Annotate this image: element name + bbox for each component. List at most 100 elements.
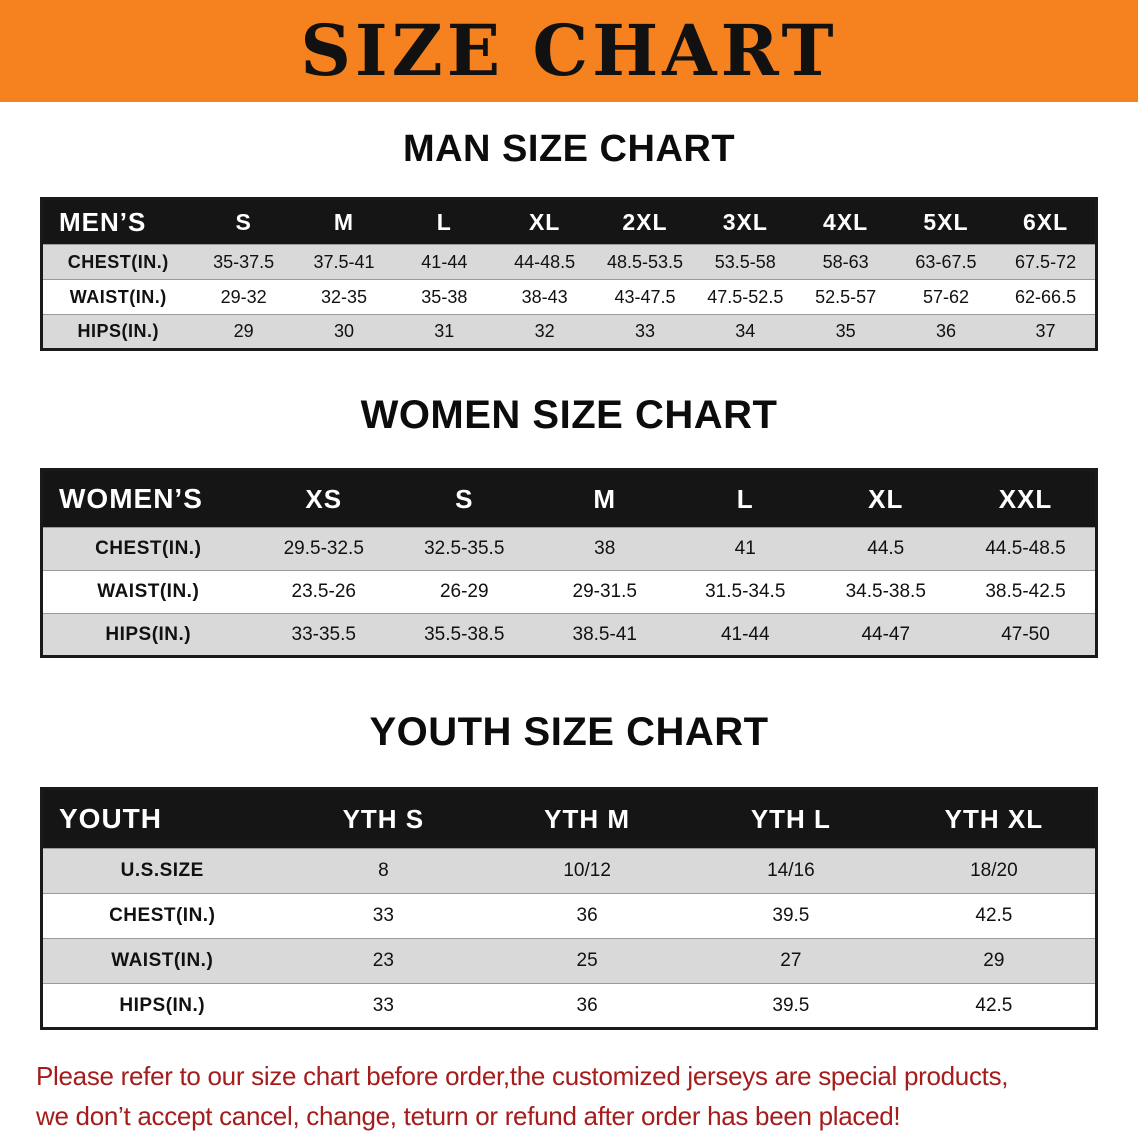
table-row: WAIST(IN.) 23 25 27 29 bbox=[41, 938, 1097, 984]
disclaimer: Please refer to our size chart before or… bbox=[0, 1056, 1138, 1137]
measurement-label: WAIST(IN.) bbox=[41, 279, 194, 315]
youth-size-chart-section: YOUTH SIZE CHART YOUTH YTH S YTH M YTH L YTH… bbox=[0, 710, 1138, 1030]
size-value: 53.5-58 bbox=[695, 244, 796, 280]
size-value: 57-62 bbox=[895, 279, 997, 315]
size-value: 30 bbox=[293, 314, 395, 350]
size-value: 63-67.5 bbox=[895, 244, 997, 280]
size-column-header: XXL bbox=[956, 469, 1097, 528]
size-value: 44.5 bbox=[815, 527, 956, 571]
size-column-header: XL bbox=[494, 198, 595, 245]
size-value: 33-35.5 bbox=[253, 613, 394, 657]
measurement-label: U.S.SIZE bbox=[41, 848, 282, 894]
size-value: 31 bbox=[394, 314, 495, 350]
size-value: 48.5-53.5 bbox=[594, 244, 696, 280]
size-column-header: YTH XL bbox=[892, 788, 1097, 849]
size-value: 38.5-41 bbox=[534, 613, 675, 657]
size-value: 47.5-52.5 bbox=[695, 279, 796, 315]
youth-size-table: YOUTH YTH S YTH M YTH L YTH XL U.S.SIZE 8 10/12… bbox=[40, 787, 1098, 1030]
size-value: 35 bbox=[795, 314, 896, 350]
size-value: 36 bbox=[895, 314, 997, 350]
size-column-header: S bbox=[193, 198, 294, 245]
size-value: 33 bbox=[281, 893, 486, 939]
size-column-header: YTH M bbox=[485, 788, 689, 849]
table-title-cell: WOMEN’S bbox=[41, 469, 254, 528]
size-value: 35-38 bbox=[394, 279, 495, 315]
size-value: 39.5 bbox=[689, 983, 893, 1029]
size-value: 38.5-42.5 bbox=[956, 570, 1097, 614]
table-row: HIPS(IN.) 29 30 31 32 33 34 35 36 37 bbox=[41, 314, 1097, 350]
size-column-header: M bbox=[534, 469, 675, 528]
size-value: 37 bbox=[996, 314, 1097, 350]
size-value: 41-44 bbox=[394, 244, 495, 280]
size-column-header: L bbox=[675, 469, 816, 528]
measurement-label: CHEST(IN.) bbox=[41, 244, 194, 280]
table-row: CHEST(IN.) 35-37.5 37.5-41 41-44 44-48.5 48.5… bbox=[41, 244, 1097, 280]
size-value: 29-31.5 bbox=[534, 570, 675, 614]
size-value: 44-48.5 bbox=[494, 244, 595, 280]
table-row: HIPS(IN.) 33-35.5 35.5-38.5 38.5-41 41-44 44-… bbox=[41, 613, 1097, 657]
size-column-header: 3XL bbox=[695, 198, 796, 245]
size-value: 29-32 bbox=[193, 279, 294, 315]
size-value: 36 bbox=[485, 983, 689, 1029]
size-value: 62-66.5 bbox=[996, 279, 1097, 315]
size-value: 33 bbox=[594, 314, 696, 350]
table-header-row: MEN’S S M L XL 2XL 3XL 4XL 5XL 6XL bbox=[41, 198, 1097, 245]
size-column-header: 6XL bbox=[996, 198, 1097, 245]
size-value: 41-44 bbox=[675, 613, 816, 657]
size-value: 47-50 bbox=[956, 613, 1097, 657]
men-size-table: MEN’S S M L XL 2XL 3XL 4XL 5XL 6XL CHEST(IN.) 35-37… bbox=[40, 197, 1098, 351]
size-value: 67.5-72 bbox=[996, 244, 1097, 280]
size-value: 10/12 bbox=[485, 848, 689, 894]
size-value: 43-47.5 bbox=[594, 279, 696, 315]
size-value: 27 bbox=[689, 938, 893, 984]
size-value: 29 bbox=[892, 938, 1097, 984]
page-title: SIZE CHART bbox=[300, 9, 838, 92]
measurement-label: CHEST(IN.) bbox=[41, 893, 282, 939]
size-column-header: 4XL bbox=[795, 198, 896, 245]
size-value: 32 bbox=[494, 314, 595, 350]
women-size-table: WOMEN’S XS S M L XL XXL CHEST(IN.) 29.5-32.5 32.5… bbox=[40, 468, 1098, 658]
youth-size-chart-heading: YOUTH SIZE CHART bbox=[369, 710, 769, 754]
size-value: 29 bbox=[193, 314, 294, 350]
women-size-chart-section: WOMEN SIZE CHART WOMEN’S XS S M L XL XXL CHEST(… bbox=[0, 393, 1138, 658]
size-value: 23 bbox=[281, 938, 486, 984]
size-column-header: 5XL bbox=[895, 198, 997, 245]
size-column-header: YTH L bbox=[689, 788, 893, 849]
table-header-row: YOUTH YTH S YTH M YTH L YTH XL bbox=[41, 788, 1097, 849]
man-size-chart-heading: MAN SIZE CHART bbox=[402, 128, 736, 170]
size-value: 34.5-38.5 bbox=[815, 570, 956, 614]
size-column-header: M bbox=[293, 198, 395, 245]
table-row: U.S.SIZE 8 10/12 14/16 18/20 bbox=[41, 848, 1097, 894]
size-value: 29.5-32.5 bbox=[253, 527, 394, 571]
table-row: WAIST(IN.) 23.5-26 26-29 29-31.5 31.5-34.5 34… bbox=[41, 570, 1097, 614]
disclaimer-line-1: Please refer to our size chart before or… bbox=[36, 1061, 1009, 1091]
size-value: 32.5-35.5 bbox=[394, 527, 535, 571]
table-row: CHEST(IN.) 29.5-32.5 32.5-35.5 38 41 44.5 44.5… bbox=[41, 527, 1097, 571]
size-value: 33 bbox=[281, 983, 486, 1029]
size-value: 26-29 bbox=[394, 570, 535, 614]
measurement-label: HIPS(IN.) bbox=[41, 314, 194, 350]
size-value: 52.5-57 bbox=[795, 279, 896, 315]
size-value: 14/16 bbox=[689, 848, 893, 894]
size-column-header: XS bbox=[253, 469, 394, 528]
size-value: 38-43 bbox=[494, 279, 595, 315]
measurement-label: CHEST(IN.) bbox=[41, 527, 254, 571]
size-value: 41 bbox=[675, 527, 816, 571]
size-value: 42.5 bbox=[892, 983, 1097, 1029]
table-title-cell: YOUTH bbox=[41, 788, 282, 849]
size-value: 44-47 bbox=[815, 613, 956, 657]
table-row: HIPS(IN.) 33 36 39.5 42.5 bbox=[41, 983, 1097, 1029]
table-header-row: WOMEN’S XS S M L XL XXL bbox=[41, 469, 1097, 528]
size-chart-banner: SIZE CHART bbox=[0, 0, 1138, 102]
size-value: 37.5-41 bbox=[293, 244, 395, 280]
table-row: WAIST(IN.) 29-32 32-35 35-38 38-43 43-47.5 47.… bbox=[41, 279, 1097, 315]
women-size-chart-heading: WOMEN SIZE CHART bbox=[360, 393, 778, 437]
size-value: 34 bbox=[695, 314, 796, 350]
size-value: 31.5-34.5 bbox=[675, 570, 816, 614]
size-value: 44.5-48.5 bbox=[956, 527, 1097, 571]
measurement-label: WAIST(IN.) bbox=[41, 570, 254, 614]
size-column-header: 2XL bbox=[594, 198, 696, 245]
size-value: 23.5-26 bbox=[253, 570, 394, 614]
size-value: 32-35 bbox=[293, 279, 395, 315]
measurement-label: WAIST(IN.) bbox=[41, 938, 282, 984]
